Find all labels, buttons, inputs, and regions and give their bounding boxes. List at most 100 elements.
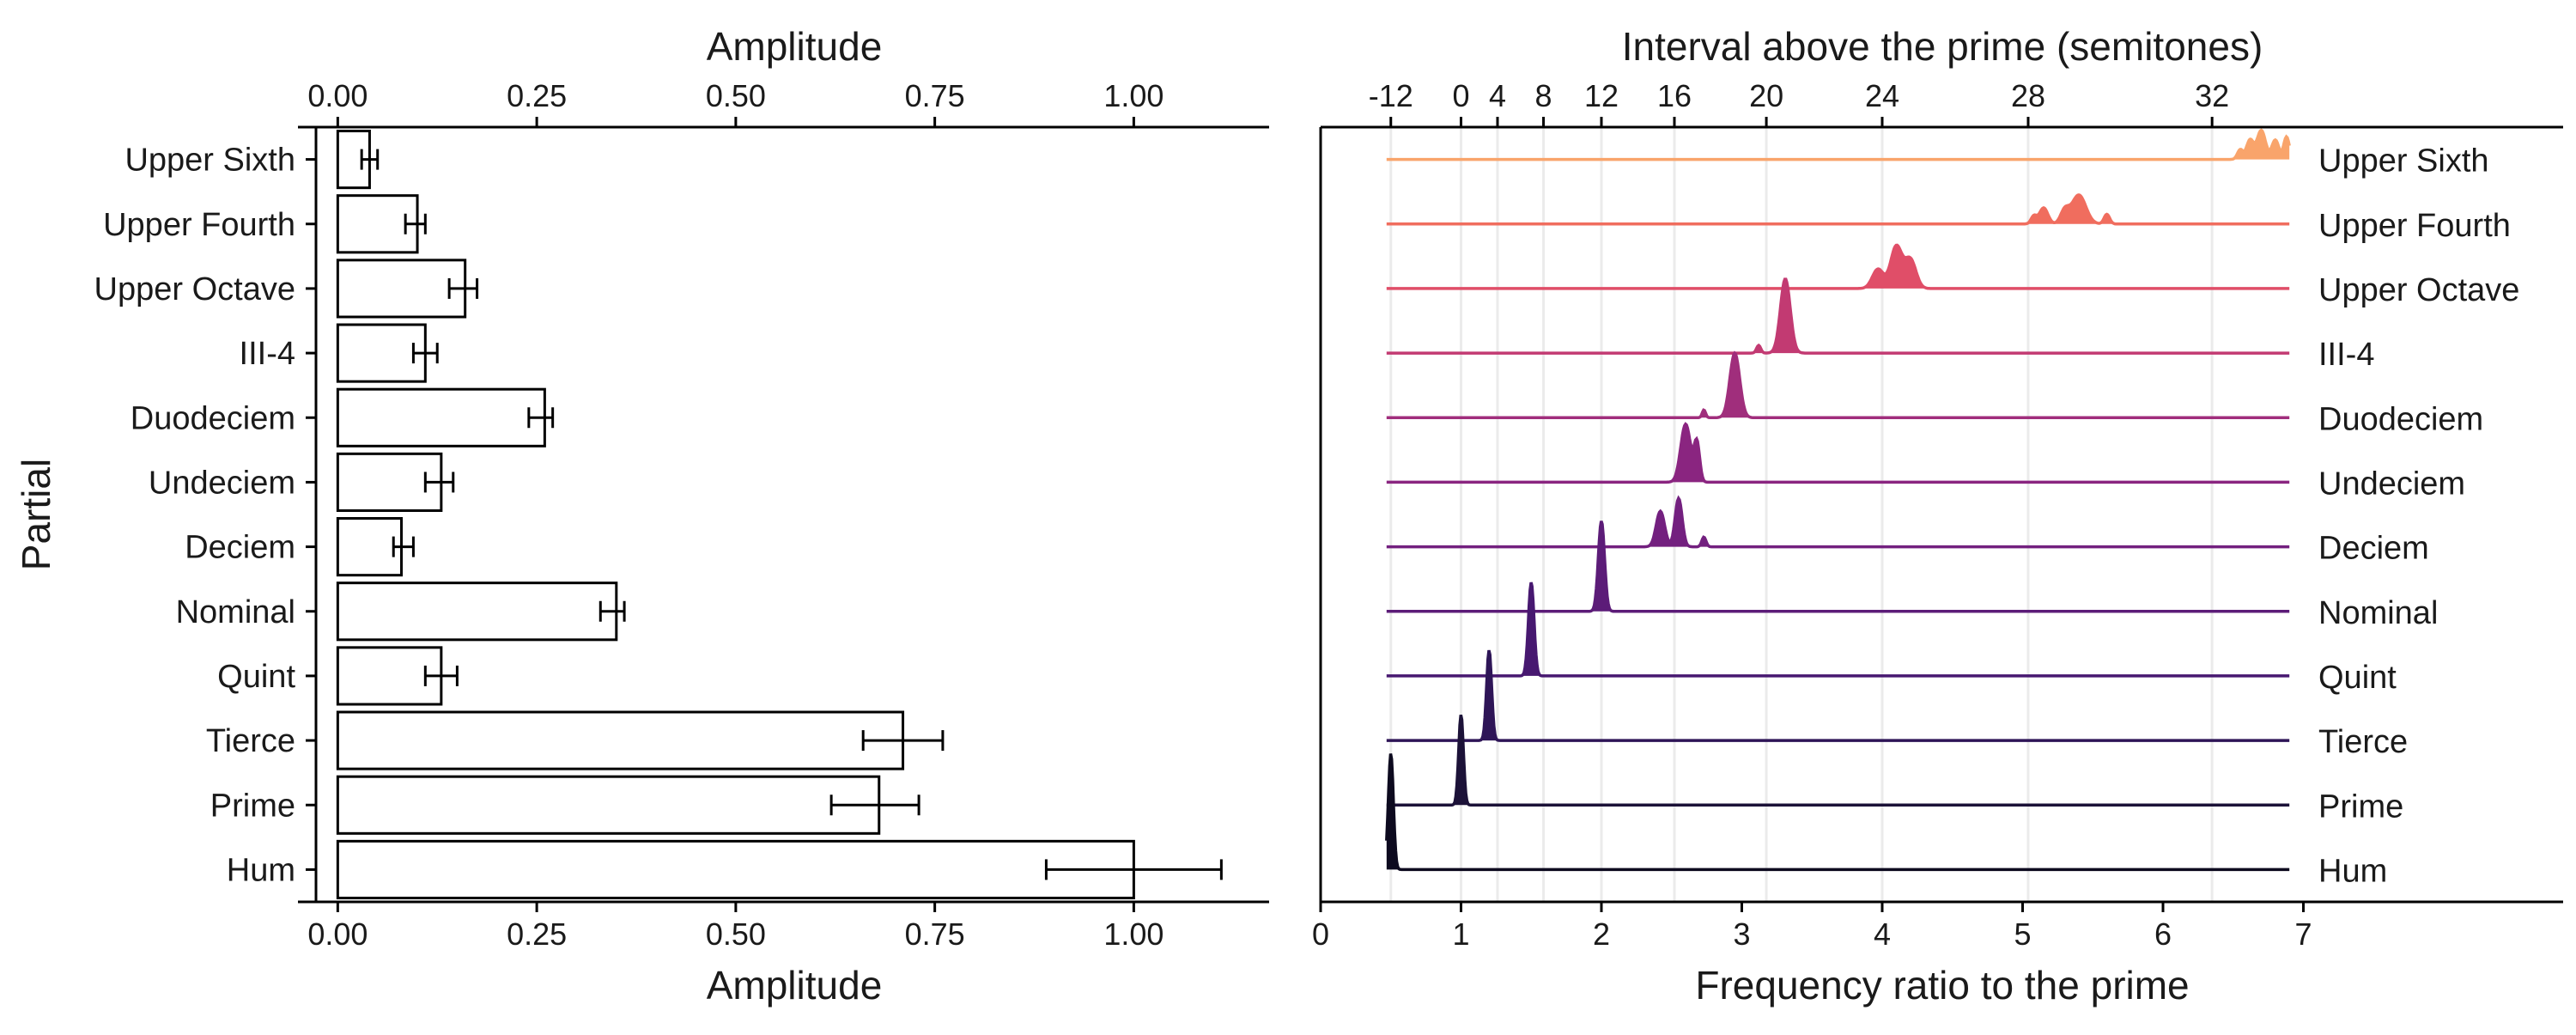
ridge-line-hum [1385,753,2290,872]
ridge-line-upper-sixth [1386,128,2291,161]
bar-upper-octave [336,259,467,319]
top-x-tick-label: 16 [1657,78,1692,113]
bottom-x-tick-label: 1 [1452,916,1469,952]
bar-prime [336,775,881,835]
ridge-label-iii-4: III-4 [2318,337,2374,373]
bar-undeciem [336,452,443,512]
y-tick-label: Tierce [206,723,295,759]
ridge-label-hum: Hum [2318,853,2387,889]
ridge-label-deciem: Deciem [2318,531,2429,567]
y-tick-label: Quint [217,659,295,695]
ridge-line-iii-4 [1386,277,2290,355]
y-tick-label: Prime [210,788,295,824]
ridge-line-prime [1386,714,2290,807]
ridge-area-upper-fourth [1386,194,2290,224]
x-tick-label: 0.25 [507,916,567,952]
top-x-axis-title: Interval above the prime (semitones) [1622,24,2263,69]
ridge-line-tierce [1386,649,2290,742]
ridge-area-deciem [1386,498,2290,547]
x-tick-label: 0.50 [706,916,766,952]
y-tick-label: Nominal [176,594,295,630]
bottom-x-tick-label: 0 [1312,916,1329,952]
y-tick-label: Undeciem [149,465,295,501]
bottom-x-axis: 0.00 0.25 0.50 0.75 1.00 [307,902,1163,952]
ridge-label-duodeciem: Duodeciem [2318,401,2483,437]
bottom-x-tick-label: 6 [2154,916,2172,952]
x-tick-label: 0.75 [905,916,965,952]
y-tick-label: Duodeciem [131,400,295,436]
ridge-area-duodeciem [1386,353,2290,418]
ridge-label-layer: Upper Sixth Upper Fourth Upper Octave III-4… [2318,143,2519,890]
ridge-line-deciem [1386,495,2290,549]
ridge-label-nominal: Nominal [2318,595,2438,631]
ridge-area-quint [1386,582,2290,676]
bar-nominal [336,581,618,642]
top-x-axis: -12 0 4 8 12 16 20 24 28 32 [1369,78,2229,127]
bottom-x-tick-label: 5 [2014,916,2031,952]
ridge-label-tierce: Tierce [2318,724,2408,760]
ridge-label-upper-octave: Upper Octave [2318,272,2519,308]
ridge-label-undeciem: Undeciem [2318,466,2465,502]
top-x-tick-label: 28 [2011,78,2045,113]
top-x-tick-label: 24 [1865,78,1899,113]
top-x-tick-label: 8 [1535,78,1552,113]
ridge-label-upper-sixth: Upper Sixth [2318,143,2489,180]
y-tick-label: Upper Octave [94,271,295,307]
x-tick-label: 1.00 [1103,916,1163,952]
ridge-area-nominal [1386,521,2290,612]
x-tick-label: 1.00 [1103,78,1163,113]
y-axis: Hum Prime Tierce Quint Nominal Deciem Undeciem… [94,143,316,888]
bottom-x-axis-title: Amplitude [707,963,883,1008]
x-tick-label: 0.25 [507,78,567,113]
top-x-tick-label: 4 [1489,78,1506,113]
bottom-x-tick-label: 4 [1874,916,1891,952]
bottom-x-axis: 0 1 2 3 4 5 6 7 [1312,902,2312,952]
bar-deciem [336,517,404,577]
y-tick-label: Hum [227,852,295,888]
ridge-label-upper-fourth: Upper Fourth [2318,208,2511,244]
ridge-area-upper-sixth [1386,130,2290,160]
ridge-area-upper-octave [1386,245,2290,289]
ridge-layer [1385,128,2291,872]
bottom-x-axis-title: Frequency ratio to the prime [1695,963,2189,1008]
top-x-tick-label: 32 [2195,78,2229,113]
y-axis-title: Partial [14,459,58,570]
y-tick-label: Upper Fourth [103,207,295,243]
top-x-tick-label: 12 [1584,78,1619,113]
y-tick-label: Upper Sixth [125,143,295,179]
x-tick-label: 0.00 [307,916,368,952]
ridge-line-upper-octave [1386,243,2290,290]
ridge-area-tierce [1386,650,2290,741]
ridge-label-quint: Quint [2318,660,2397,696]
ridge-label-prime: Prime [2318,788,2403,825]
x-tick-label: 0.50 [706,78,766,113]
bar-tierce [336,710,905,770]
bar-hum [336,839,1135,899]
top-x-axis: 0.00 0.25 0.50 0.75 1.00 [307,78,1163,127]
ridge-line-quint [1386,581,2290,678]
grid-layer [1389,127,2214,902]
ridge-area-prime [1386,715,2290,806]
ridge-line-duodeciem [1386,350,2290,420]
bottom-x-tick-label: 7 [2295,916,2312,952]
ridge-line-upper-fourth [1386,193,2290,226]
x-tick-label: 0.00 [307,78,368,113]
top-x-axis-title: Amplitude [707,24,883,69]
error-bar-layer [360,149,1223,880]
ridge-line-nominal [1386,521,2290,613]
bar-layer [336,130,1135,899]
bar-duodeciem [336,387,546,447]
ridge-area-hum [1386,753,2290,870]
top-x-tick-label: 20 [1749,78,1783,113]
bottom-x-tick-label: 2 [1593,916,1610,952]
ridge-area-undeciem [1386,423,2290,483]
top-x-tick-label: -12 [1369,78,1413,113]
amplitude-bar-panel: 0.00 0.25 0.50 0.75 1.00 0.00 0.25 0.50 0.75 1.0… [14,24,1269,1008]
x-tick-label: 0.75 [905,78,965,113]
ridge-area-iii-4 [1386,279,2290,354]
y-tick-label: Deciem [185,530,295,566]
bottom-x-tick-label: 3 [1733,916,1750,952]
